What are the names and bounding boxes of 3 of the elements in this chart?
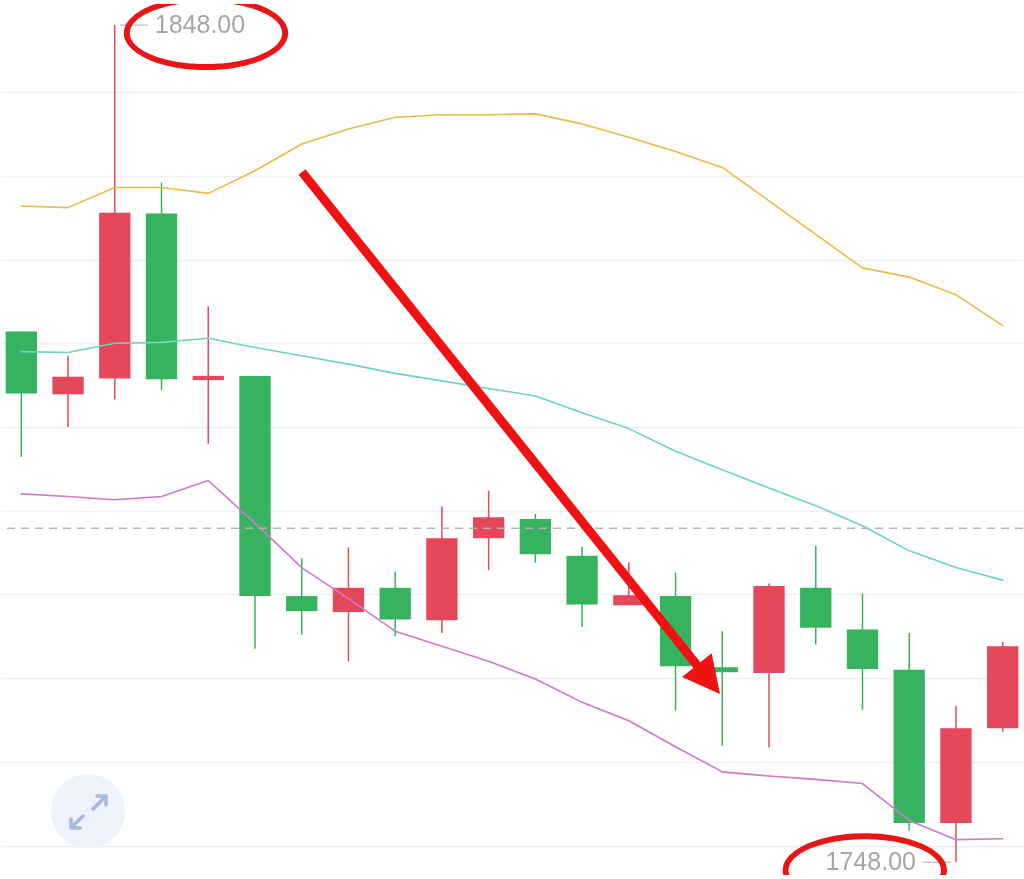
annotation: 1748.00: [825, 847, 916, 876]
annotation: 1848.00: [154, 10, 246, 39]
candlestick: [192, 305, 224, 445]
